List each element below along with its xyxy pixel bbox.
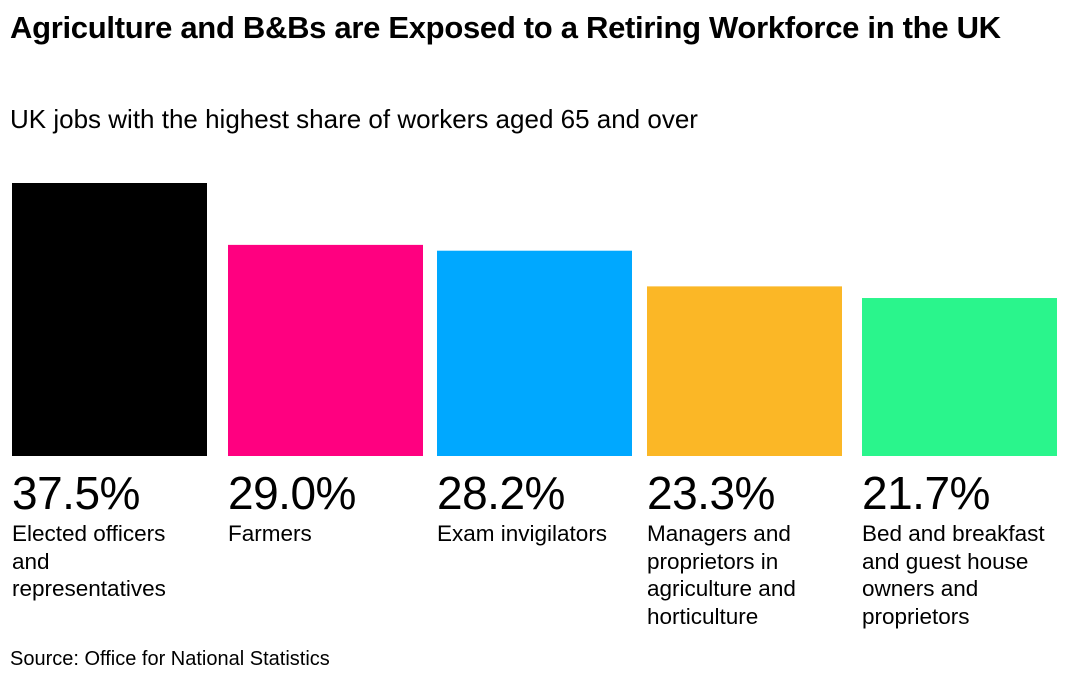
value-label-2: 29.0% bbox=[228, 467, 356, 519]
value-label-5: 21.7% bbox=[862, 467, 990, 519]
bar-3 bbox=[437, 250, 632, 456]
category-label-2: Farmers bbox=[228, 521, 312, 546]
category-label-3: Exam invigilators bbox=[437, 521, 608, 546]
category-label-1: Elected officers and representatives bbox=[12, 521, 166, 601]
bar-5 bbox=[862, 298, 1057, 456]
value-label-3: 28.2% bbox=[437, 467, 565, 519]
category-label-5: Bed and breakfast and guest house owners… bbox=[862, 521, 1045, 629]
chart-subtitle: UK jobs with the highest share of worker… bbox=[10, 104, 698, 134]
value-label-1: 37.5% bbox=[12, 467, 140, 519]
category-label-4: Managers and proprietors in agriculture … bbox=[647, 521, 796, 629]
bar-2 bbox=[228, 244, 423, 456]
value-label-4: 23.3% bbox=[647, 467, 775, 519]
bar-1 bbox=[12, 183, 207, 456]
chart-title: Agriculture and B&Bs are Exposed to a Re… bbox=[10, 10, 1001, 45]
source-note: Source: Office for National Statistics bbox=[10, 648, 330, 670]
bar-4 bbox=[647, 286, 842, 456]
